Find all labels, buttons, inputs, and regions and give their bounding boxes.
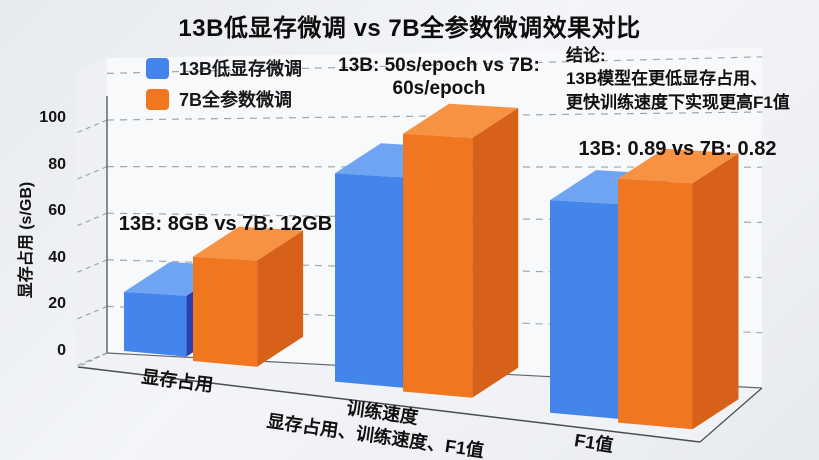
bar-7b-1-top	[403, 103, 519, 138]
tick-stub-20	[75, 305, 108, 320]
bar-7b-0-top	[193, 226, 304, 261]
legend-swatch-blue-icon	[146, 57, 169, 79]
annotation-speed: 13B: 50s/epoch vs 7B: 60s/epoch	[338, 55, 540, 99]
left-wall	[76, 58, 107, 367]
legend-item-7b: 7B全参数微调	[146, 86, 302, 112]
tick-stub-0	[75, 352, 108, 367]
annotation-vram: 13B: 8GB vs 7B: 12GB	[118, 213, 333, 235]
bar-7b-0-front	[193, 256, 258, 367]
tick-stub-60	[75, 212, 108, 227]
legend-label-7b: 7B全参数微调	[179, 90, 293, 110]
chart-title: 13B低显存微调 vs 7B全参数微调效果对比	[178, 15, 641, 42]
bar-13b-1-front	[335, 173, 403, 388]
bar-7b-2-side	[692, 153, 739, 430]
bar-7b-2-top	[618, 148, 739, 184]
floor-front-edge	[77, 366, 701, 443]
legend-label-13b: 13B低显存微调	[179, 59, 303, 79]
bar-13b-0-front	[124, 292, 187, 357]
y-tick-60: 60	[48, 202, 66, 220]
tick-stub-40	[75, 259, 108, 274]
bar-7b-0-side	[257, 230, 304, 367]
legend-swatch-orange-icon	[146, 88, 169, 110]
legend: 13B低显存微调 7B全参数微调	[146, 55, 302, 112]
tick-stub-80	[75, 166, 108, 181]
y-tick-20: 20	[48, 295, 66, 313]
bar-7b-1-front	[403, 133, 473, 398]
y-tick-40: 40	[48, 248, 66, 266]
y-tick-80: 80	[48, 155, 66, 173]
y-tick-100: 100	[39, 109, 66, 126]
bar-13b-2-front	[550, 200, 623, 420]
legend-item-13b: 13B低显存微调	[146, 55, 302, 81]
floor	[78, 353, 762, 442]
tick-stub-100	[75, 119, 108, 134]
floor-left-edge	[77, 352, 108, 368]
annotation-f1: 13B: 0.89 vs 7B: 0.82	[578, 138, 777, 160]
conclusion-text: 结论: 13B模型在更低显存占用、 更快训练速度下实现更高F1值	[566, 46, 790, 112]
y-tick-0: 0	[57, 342, 66, 359]
floor-right-edge	[699, 387, 763, 443]
bar-7b-2-front	[618, 178, 693, 430]
gridline-120	[106, 56, 763, 74]
bar-7b-1-side	[472, 107, 519, 398]
